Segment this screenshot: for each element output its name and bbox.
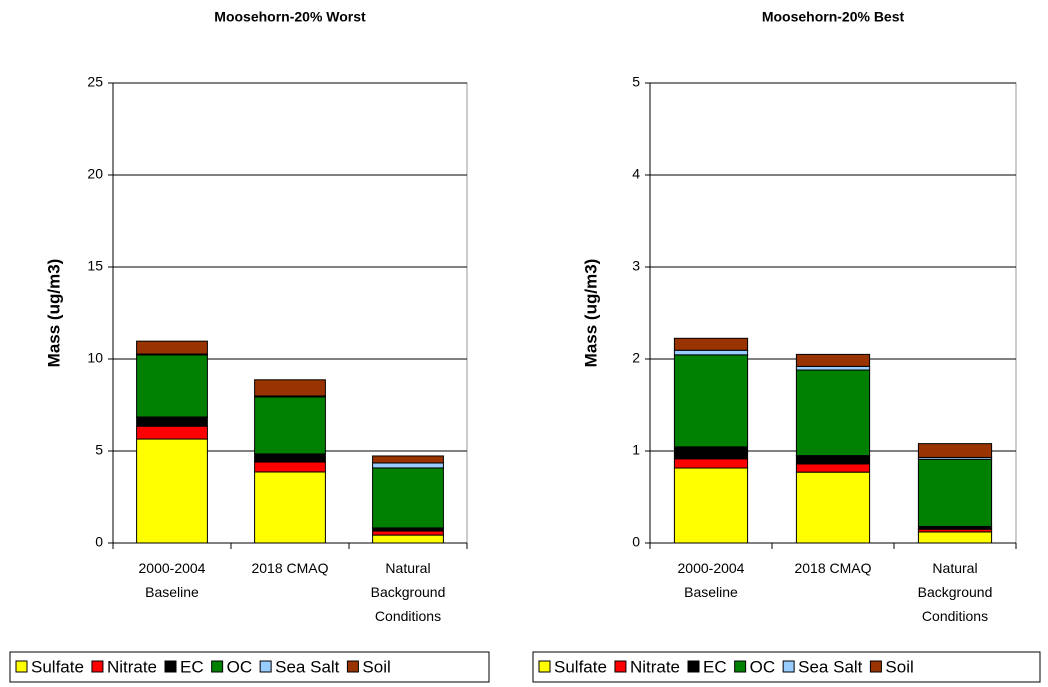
x-tick-label: 2018 CMAQ	[251, 560, 329, 576]
bar-segment	[917, 458, 993, 527]
x-tick-label: Natural Background Conditions	[917, 560, 993, 624]
y-tick-label: 5	[632, 74, 640, 90]
bar-segment	[254, 453, 326, 463]
chart-title: Moosehorn-20% Best	[762, 9, 905, 25]
bar-segment	[795, 353, 871, 367]
legend-swatch	[734, 660, 747, 673]
x-tick-label: 2018 CMAQ	[794, 560, 872, 576]
y-tick-label: 5	[95, 442, 103, 458]
y-tick-label: 0	[632, 534, 640, 550]
bar-segment	[136, 438, 208, 544]
bar-segment	[795, 455, 871, 465]
bar-segment	[372, 534, 444, 544]
chart-title: Moosehorn-20% Worst	[214, 9, 366, 25]
legend-swatch	[211, 660, 224, 673]
bar-segment	[136, 425, 208, 440]
bar-segment	[673, 354, 749, 448]
y-tick-label: 25	[87, 74, 103, 90]
legend-swatch	[538, 660, 551, 673]
bar-segment	[917, 531, 993, 544]
legend-label: OC	[750, 657, 776, 676]
legend-label: Sea Salt	[798, 657, 863, 676]
bar-segment	[673, 349, 749, 356]
bar-segment	[372, 462, 444, 469]
legend-swatch	[614, 660, 627, 673]
y-tick-label: 1	[632, 442, 640, 458]
bar-segment	[673, 446, 749, 460]
y-tick-label: 15	[87, 258, 103, 274]
legend-label: Nitrate	[107, 657, 157, 676]
legend-swatch	[91, 660, 104, 673]
bar-segment	[795, 369, 871, 457]
legend-label: Nitrate	[630, 657, 680, 676]
y-tick-label: 3	[632, 258, 640, 274]
legend-box	[9, 651, 490, 683]
x-tick-label: 2000-2004 Baseline	[677, 560, 745, 600]
y-axis-label: Mass (ug/m3)	[581, 259, 600, 368]
legend-label: Soil	[362, 657, 390, 676]
legend-swatch	[346, 660, 359, 673]
bar-segment	[372, 530, 444, 536]
legend-swatch	[164, 660, 177, 673]
legend-swatch	[15, 660, 28, 673]
bar-segment	[795, 463, 871, 473]
legend-label: OC	[227, 657, 253, 676]
bar-segment	[136, 354, 208, 418]
legend-label: Sea Salt	[275, 657, 340, 676]
legend-label: EC	[703, 657, 727, 676]
bar-segment	[673, 458, 749, 469]
y-tick-label: 10	[87, 350, 103, 366]
bar-segment	[254, 461, 326, 473]
bar-segment	[136, 416, 208, 427]
legend-swatch	[687, 660, 700, 673]
x-tick-label: 2000-2004 Baseline	[138, 560, 206, 600]
legend-label: Soil	[885, 657, 913, 676]
y-tick-label: 20	[87, 166, 103, 182]
bar-segment	[254, 379, 326, 397]
bar-segment	[254, 471, 326, 544]
bar-segment	[372, 455, 444, 464]
y-tick-label: 2	[632, 350, 640, 366]
bar-segment	[254, 396, 326, 455]
y-tick-label: 0	[95, 534, 103, 550]
bar-segment	[795, 471, 871, 544]
legend-label: EC	[180, 657, 204, 676]
x-tick-label: Natural Background Conditions	[370, 560, 446, 624]
bar-segment	[917, 443, 993, 458]
bar-segment	[372, 467, 444, 529]
legend-label: Sulfate	[31, 657, 84, 676]
bar-segment	[673, 467, 749, 544]
bar-segment	[136, 340, 208, 355]
legend-swatch	[782, 660, 795, 673]
y-axis-label: Mass (ug/m3)	[44, 259, 63, 368]
bar-segment	[673, 337, 749, 351]
y-tick-label: 4	[632, 166, 640, 182]
legend-swatch	[869, 660, 882, 673]
legend-label: Sulfate	[554, 657, 607, 676]
legend-swatch	[259, 660, 272, 673]
bar-segment	[795, 365, 871, 371]
